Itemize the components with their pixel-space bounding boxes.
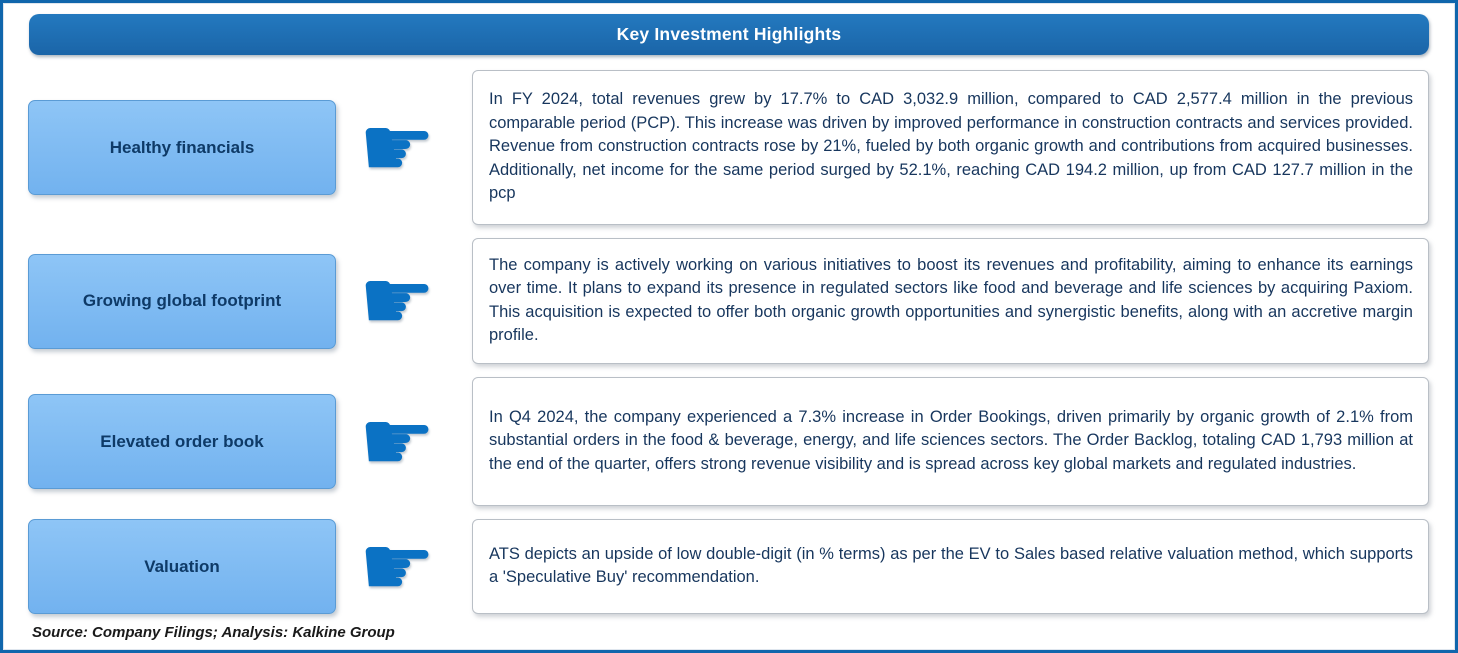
highlight-paragraph: The company is actively working on vario… [489, 255, 1413, 344]
text-box-growing-global-footprint: The company is actively working on vario… [472, 238, 1429, 364]
label-text: Healthy financials [109, 137, 255, 157]
highlight-rows: Healthy financials ☛ In FY 2024, total r… [3, 68, 1455, 616]
highlight-paragraph: In Q4 2024, the company experienced a 7.… [489, 407, 1413, 473]
label-box-healthy-financials: Healthy financials [28, 100, 336, 195]
label-text: Growing global footprint [82, 291, 282, 310]
title-bar: Key Investment Highlights [29, 14, 1429, 55]
highlight-row-growing-global-footprint: Growing global footprint ☛ The company i… [28, 238, 1429, 364]
pointer-hand-icon: ☛ [358, 391, 436, 492]
source-note: Source: Company Filings; Analysis: Kalki… [32, 624, 395, 641]
pointer-hand-icon: ☛ [358, 516, 436, 617]
label-box-growing-global-footprint: Growing global footprint [28, 253, 336, 349]
label-box-valuation: Valuation [28, 519, 336, 614]
text-box-valuation: ATS depicts an upside of low double-digi… [472, 519, 1429, 614]
text-box-healthy-financials: In FY 2024, total revenues grew by 17.7%… [472, 70, 1429, 225]
highlight-row-elevated-order-book: Elevated order book ☛ In Q4 2024, the co… [28, 377, 1429, 506]
highlight-paragraph: ATS depicts an upside of low double-digi… [489, 544, 1413, 586]
pointer-hand-icon: ☛ [358, 251, 436, 351]
highlight-row-valuation: Valuation ☛ ATS depicts an upside of low… [28, 519, 1429, 614]
label-text: Elevated order book [100, 431, 264, 451]
highlight-row-healthy-financials: Healthy financials ☛ In FY 2024, total r… [28, 70, 1429, 225]
page-title: Key Investment Highlights [616, 24, 842, 44]
label-text: Valuation [144, 556, 220, 576]
highlight-paragraph: In FY 2024, total revenues grew by 17.7%… [489, 90, 1413, 203]
label-box-elevated-order-book: Elevated order book [28, 394, 336, 489]
pointer-hand-icon: ☛ [358, 97, 436, 198]
text-box-elevated-order-book: In Q4 2024, the company experienced a 7.… [472, 377, 1429, 506]
